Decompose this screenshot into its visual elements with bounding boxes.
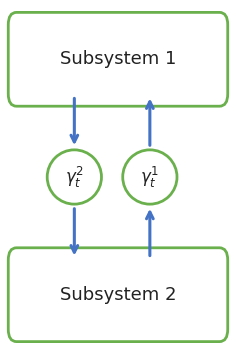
FancyBboxPatch shape (8, 248, 228, 342)
Text: $\gamma_t^2$: $\gamma_t^2$ (65, 165, 84, 189)
Ellipse shape (123, 150, 177, 204)
Text: Subsystem 2: Subsystem 2 (60, 286, 176, 304)
FancyBboxPatch shape (8, 12, 228, 106)
Ellipse shape (47, 150, 101, 204)
Text: Subsystem 1: Subsystem 1 (60, 50, 176, 68)
Text: $\gamma_t^1$: $\gamma_t^1$ (140, 165, 159, 189)
